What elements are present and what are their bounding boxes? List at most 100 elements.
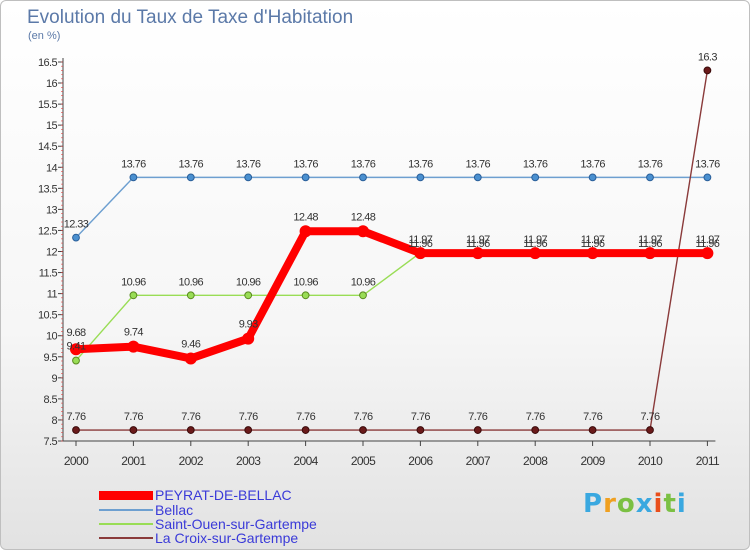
data-label-3: 7.76 — [411, 411, 430, 423]
data-label-0: 12.48 — [351, 211, 376, 223]
data-label-3: 7.76 — [640, 411, 659, 423]
data-point-3 — [588, 426, 597, 434]
data-point-1 — [129, 173, 138, 182]
legend-swatch-saint-ouen — [99, 523, 153, 525]
x-tick-label: 2003 — [236, 454, 261, 468]
data-label-2: 10.96 — [293, 276, 318, 288]
data-point-3 — [244, 426, 253, 434]
data-label-2: 10.96 — [121, 276, 146, 288]
data-label-2: 11.97 — [581, 234, 605, 246]
series-line-3 — [75, 69, 709, 431]
data-label-3: 16.3 — [698, 51, 717, 63]
data-point-2 — [359, 291, 367, 300]
data-point-3 — [703, 66, 712, 75]
data-point-3 — [129, 426, 138, 434]
legend-swatch-bellac — [99, 509, 153, 511]
data-point-1 — [301, 173, 310, 182]
legend-label-la-croix: La Croix-sur-Gartempe — [155, 530, 299, 546]
data-label-0: 9.68 — [66, 327, 85, 339]
data-label-3: 7.76 — [353, 411, 372, 423]
data-point-3 — [646, 426, 654, 434]
y-tick-label: 15 — [46, 120, 58, 132]
x-tick-label: 2009 — [580, 454, 605, 468]
data-label-3: 7.76 — [526, 411, 545, 423]
y-tick-label: 7.5 — [44, 436, 58, 448]
x-tick-label: 2004 — [293, 454, 318, 468]
data-label-0: 9.74 — [124, 327, 143, 339]
logo-letter: P — [583, 489, 604, 519]
y-tick-label: 8.5 — [44, 394, 58, 406]
data-point-1 — [416, 173, 425, 182]
legend-item-peyrat: PEYRAT-DE-BELLAC — [99, 487, 292, 503]
data-label-0: 11.96 — [409, 238, 433, 250]
data-point-0 — [701, 247, 714, 260]
data-point-0 — [644, 247, 656, 260]
y-tick-label: 10 — [46, 331, 58, 343]
data-point-1 — [72, 233, 80, 242]
data-point-0 — [299, 225, 312, 238]
data-point-1 — [703, 173, 712, 182]
chart-unit: (en %) — [28, 30, 61, 42]
data-point-3 — [301, 426, 310, 434]
x-tick-label: 2001 — [121, 454, 146, 468]
y-tick-label: 15.5 — [38, 99, 57, 111]
data-point-3 — [359, 426, 367, 434]
data-point-2 — [186, 291, 195, 300]
data-point-1 — [359, 173, 367, 182]
logo-letter: t — [663, 489, 677, 519]
data-label-0: 12.48 — [293, 211, 318, 223]
data-label-2: 11.97 — [523, 234, 547, 246]
y-tick-label: 14 — [46, 162, 58, 174]
series-line-2 — [75, 252, 709, 362]
data-point-3 — [416, 426, 425, 434]
data-label-0: 11.96 — [638, 238, 662, 250]
data-label-1: 13.76 — [638, 158, 663, 170]
data-point-0 — [242, 332, 255, 345]
data-point-3 — [531, 426, 540, 434]
y-tick-label: 11 — [47, 289, 58, 301]
data-point-2 — [244, 291, 253, 300]
y-tick-label: 8 — [51, 415, 57, 427]
y-tick-label: 16.5 — [38, 57, 57, 69]
data-label-1: 12.33 — [64, 219, 89, 231]
data-label-3: 7.76 — [583, 411, 602, 423]
data-label-2: 10.96 — [179, 276, 204, 288]
data-label-0: 11.96 — [696, 238, 720, 250]
data-point-1 — [646, 173, 654, 182]
data-point-0 — [357, 225, 369, 238]
logo-letter: r — [603, 489, 617, 519]
data-label-1: 13.76 — [695, 158, 720, 170]
y-tick-label: 9.5 — [44, 352, 58, 364]
data-label-2: 11.97 — [696, 234, 720, 246]
data-label-3: 7.76 — [239, 411, 258, 423]
logo-letter: o — [616, 489, 636, 519]
data-label-2: 10.96 — [351, 276, 376, 288]
y-tick-label: 9 — [51, 373, 57, 385]
data-point-0 — [471, 247, 484, 260]
data-label-0: 11.96 — [523, 238, 547, 250]
data-label-3: 7.76 — [181, 411, 200, 423]
data-point-3 — [473, 426, 482, 434]
data-point-3 — [186, 426, 195, 434]
data-label-2: 10.96 — [236, 276, 261, 288]
data-point-2 — [129, 291, 138, 300]
data-label-1: 13.76 — [179, 158, 204, 170]
data-label-1: 13.76 — [351, 158, 376, 170]
data-point-0 — [414, 247, 427, 260]
x-tick-label: 2007 — [466, 454, 491, 468]
data-label-3: 7.76 — [296, 411, 315, 423]
data-label-1: 13.76 — [523, 158, 548, 170]
data-point-1 — [244, 173, 253, 182]
data-label-2: 11.97 — [409, 234, 433, 246]
data-point-2 — [72, 356, 80, 365]
chart-title: Evolution du Taux de Taxe d'Habitation — [27, 7, 354, 28]
data-label-0: 11.96 — [581, 238, 605, 250]
legend-label-peyrat: PEYRAT-DE-BELLAC — [155, 487, 292, 503]
x-tick-label: 2000 — [64, 454, 89, 468]
y-tick-label: 12 — [46, 247, 58, 259]
data-point-3 — [72, 426, 80, 434]
data-point-1 — [186, 173, 195, 182]
y-tick-label: 13.5 — [38, 183, 57, 195]
